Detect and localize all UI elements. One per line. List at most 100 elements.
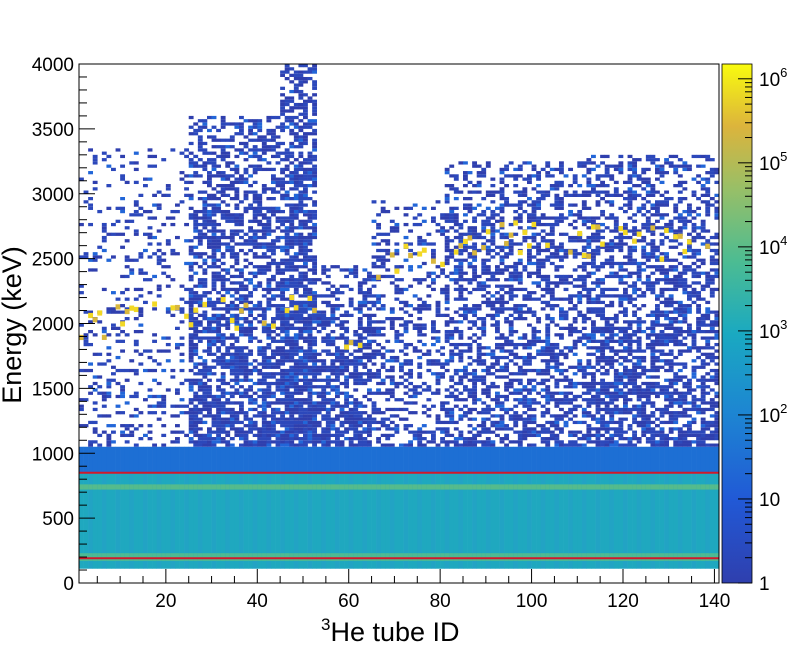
heatmap-cell — [293, 365, 299, 369]
heatmap-cell — [143, 300, 148, 305]
heatmap-cell — [184, 187, 190, 191]
heatmap-cell — [111, 372, 116, 376]
heatmap-cell — [284, 174, 290, 178]
heatmap-cell — [545, 222, 551, 227]
heatmap-cell — [325, 401, 331, 405]
heatmap-cell — [275, 411, 281, 415]
heatmap-cell — [252, 219, 258, 223]
heatmap-cell — [79, 407, 84, 412]
heatmap-cell — [303, 64, 308, 68]
heatmap-cell — [284, 326, 290, 330]
heatmap-cell — [239, 401, 244, 405]
heatmap-cell — [261, 329, 267, 334]
heatmap-cell — [472, 226, 478, 230]
heatmap-cell — [197, 232, 203, 236]
heatmap-cell — [293, 336, 299, 340]
heatmap-cell — [193, 336, 199, 340]
heatmap-cell — [408, 424, 414, 428]
heatmap-cell — [197, 216, 203, 220]
heatmap-cell — [408, 359, 414, 363]
heatmap-cell — [508, 359, 514, 363]
heatmap-cell — [266, 346, 272, 350]
heatmap-cell — [367, 398, 372, 402]
heatmap-cell — [453, 320, 459, 324]
heatmap-cell — [275, 209, 281, 214]
heatmap-cell — [261, 440, 267, 444]
heatmap-cell — [211, 317, 217, 321]
heatmap-cell — [133, 306, 139, 313]
heatmap-cell — [202, 317, 208, 321]
heatmap-column — [412, 203, 418, 569]
heatmap-cell — [312, 93, 318, 97]
heatmap-cell — [156, 404, 162, 408]
heatmap-cell — [408, 553, 414, 561]
heatmap-cell — [239, 362, 244, 366]
heatmap-cell — [549, 222, 555, 227]
heatmap-cell — [444, 443, 450, 447]
heatmap-column — [316, 278, 322, 569]
heatmap-cell — [216, 355, 222, 360]
heatmap-column — [344, 268, 350, 569]
heatmap-cell — [403, 287, 409, 292]
heatmap-cell — [266, 326, 272, 330]
heatmap-cell — [549, 307, 555, 311]
heatmap-column — [403, 206, 409, 569]
heatmap-cell — [325, 433, 331, 438]
heatmap-cell — [188, 326, 194, 330]
heatmap-cell — [79, 284, 84, 288]
heatmap-cell — [367, 443, 372, 447]
heatmap-cell — [559, 245, 564, 249]
heatmap-cell — [293, 446, 299, 473]
heatmap-cell — [229, 307, 235, 311]
heatmap-cell — [239, 333, 244, 337]
heatmap-cell — [234, 391, 240, 395]
heatmap-cell — [133, 161, 139, 165]
heatmap-cell — [431, 287, 436, 292]
heatmap-cell — [380, 484, 386, 490]
heatmap-cell — [367, 326, 372, 330]
heatmap-cell — [527, 368, 532, 373]
heatmap-cell — [275, 440, 281, 444]
heatmap-cell — [229, 317, 235, 324]
heatmap-cell — [293, 352, 299, 356]
heatmap-column — [549, 167, 555, 569]
heatmap-cell — [266, 472, 272, 569]
heatmap-cell — [476, 213, 482, 217]
heatmap-cell — [376, 375, 382, 379]
heatmap-cell — [156, 394, 162, 399]
heatmap-cell — [161, 443, 167, 447]
heatmap-cell — [289, 300, 295, 305]
heatmap-cell — [239, 200, 244, 204]
heatmap-cell — [147, 355, 153, 360]
heatmap-cell — [179, 336, 185, 340]
heatmap-cell — [229, 167, 235, 172]
heatmap-cell — [257, 235, 263, 240]
heatmap-cell — [499, 258, 505, 262]
heatmap-cell — [513, 220, 519, 226]
heatmap-cell — [458, 378, 464, 382]
heatmap-cell — [284, 196, 290, 201]
heatmap-cell — [216, 313, 222, 318]
heatmap-cell — [280, 125, 286, 129]
heatmap-cell — [440, 553, 446, 561]
heatmap-cell — [152, 301, 158, 307]
heatmap-cell — [458, 407, 464, 412]
heatmap-cell — [339, 391, 345, 395]
heatmap-cell — [316, 329, 322, 334]
heatmap-cell — [252, 206, 258, 210]
heatmap-cell — [303, 248, 308, 253]
heatmap-cell — [120, 553, 126, 561]
heatmap-cell — [284, 67, 290, 71]
heatmap-cell — [220, 424, 226, 428]
heatmap-cell — [435, 362, 441, 366]
heatmap-cell — [234, 411, 240, 415]
heatmap-cell — [280, 158, 286, 162]
heatmap-cell — [476, 424, 482, 428]
heatmap-cell — [220, 174, 226, 178]
heatmap-cell — [421, 430, 427, 434]
heatmap-cell — [316, 440, 322, 444]
heatmap-column — [101, 151, 107, 569]
heatmap-cell — [449, 433, 455, 438]
heatmap-cell — [225, 268, 231, 272]
heatmap-cell — [280, 472, 286, 569]
